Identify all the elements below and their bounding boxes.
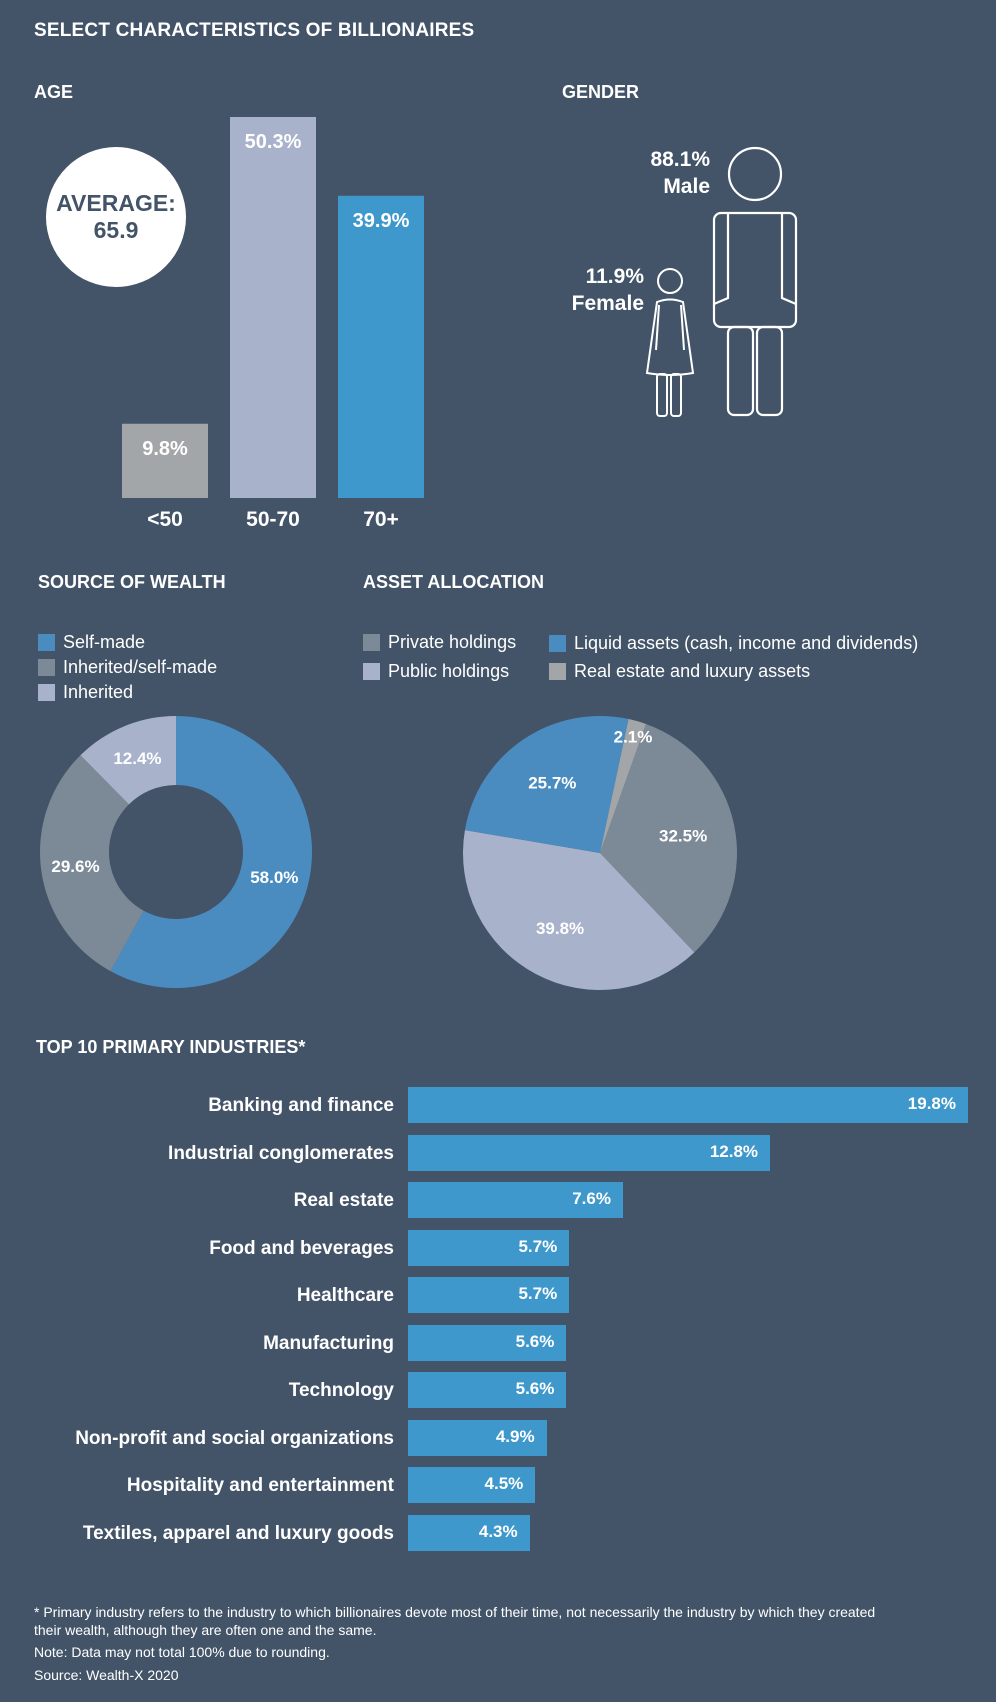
industry-bar-value: 4.3% [478,1521,518,1541]
wealth-slice-label: 29.6% [51,857,99,876]
legend-label: Private holdings [388,632,517,652]
legend-item-real-estate-luxury: Real estate and luxury assets [549,661,810,682]
industry-label: Real estate [293,1190,394,1211]
male-stat: 88.1% Male [600,146,710,200]
industry-label: Industrial conglomerates [168,1142,394,1164]
industry-bar-value: 19.8% [907,1094,956,1113]
woman-icon [645,268,695,417]
male-label: Male [663,175,710,198]
age-bar-1 [230,117,316,498]
age-bar-2 [338,195,424,499]
assets-slice-label: 32.5% [659,826,707,845]
legend-item-liquid-assets: Liquid assets (cash, income and dividend… [549,633,918,654]
assets-slice-label: 2.1% [614,728,653,747]
industry-bar: 5.6% [408,1372,567,1408]
industry-bar-value: 5.7% [518,1236,558,1256]
age-title: AGE [34,82,74,102]
industry-label: Hospitality and entertainment [126,1475,394,1496]
gender-title: GENDER [562,82,640,102]
wealth-title: SOURCE OF WEALTH [38,572,226,592]
industry-bar: 4.9% [408,1419,547,1456]
industry-bar-value: 4.9% [495,1426,535,1446]
industries-title: TOP 10 PRIMARY INDUSTRIES* [36,1037,306,1057]
industry-bar-value: 5.6% [515,1379,555,1398]
legend-swatch [363,634,380,651]
man-icon [712,146,798,417]
legend-swatch [38,684,55,701]
legend-item-inherited: Inherited [38,682,133,703]
industry-bar-value: 4.5% [484,1474,524,1493]
assets-slice-1 [463,830,695,990]
legend-swatch [549,663,566,680]
legend-label: Liquid assets (cash, income and dividend… [574,633,919,653]
legend-item-self-made: Self-made [38,632,145,653]
industry-bar-value: 7.6% [572,1189,611,1208]
legend-label: Inherited/self-made [63,657,218,677]
legend-item-public-holdings: Public holdings [363,661,509,682]
age-category-label: 50-70 [246,508,300,531]
wealth-slice-label: 12.4% [113,749,161,768]
industry-bar: 4.5% [408,1467,536,1503]
industry-bar: 5.6% [408,1324,567,1361]
legend-swatch [38,634,55,651]
female-percent: 11.9% [585,265,644,288]
average-badge: AVERAGE: 65.9 [46,147,186,287]
average-label: AVERAGE: [56,190,176,216]
industry-label: Manufacturing [263,1332,394,1354]
assets-slice-label: 25.7% [528,774,576,793]
female-stat: 11.9% Female [540,263,644,317]
legend-item-inherited-self-made: Inherited/self-made [38,657,217,678]
legend-label: Public holdings [388,661,510,681]
gender-figures [645,146,798,417]
legend-swatch [549,635,566,652]
assets-slice-0 [600,723,737,953]
footnote-primary-industry: * Primary industry refers to the industr… [34,1604,876,1638]
average-value: 65.9 [93,217,139,243]
industry-label: Food and beverages [209,1237,394,1259]
assets-slice-label: 39.8% [536,919,584,938]
male-percent: 88.1% [650,148,710,171]
industry-label: Banking and finance [208,1095,394,1116]
industry-bar-value: 5.6% [515,1331,555,1351]
industry-bar-value: 12.8% [709,1141,759,1161]
footnote-source: Source: Wealth-X 2020 [34,1667,179,1683]
assets-slice-2 [464,716,629,853]
legend-item-private-holdings: Private holdings [363,632,516,653]
industry-label: Non-profit and social organizations [75,1427,394,1449]
age-bar-value-label: 39.9% [353,210,410,232]
industry-bar: 12.8% [408,1134,771,1171]
footnote-rounding: Note: Data may not total 100% due to rou… [34,1644,330,1660]
industry-label: Textiles, apparel and luxury goods [82,1522,394,1544]
age-bar-value-label: 9.8% [142,438,188,460]
wealth-slice-0 [110,716,312,988]
legend-label: Self-made [63,632,146,652]
legend-swatch [38,659,55,676]
industry-label: Technology [288,1380,394,1401]
wealth-slice-label: 58.0% [250,868,298,887]
legend-swatch [363,663,380,680]
age-bar-0 [122,423,208,498]
age-category-label: <50 [147,508,183,531]
industry-bar: 19.8% [408,1087,968,1123]
industry-bar: 7.6% [408,1182,623,1218]
industry-bar: 5.7% [408,1277,570,1313]
assets-slice-3 [600,719,646,853]
wealth-slice-1 [39,755,144,972]
industry-bar: 4.3% [408,1514,530,1551]
assets-pie-chart: 32.5% 39.8% 25.7% 2.1% [463,716,737,990]
industry-bar-value: 5.7% [518,1284,558,1303]
legend-label: Real estate and luxury assets [574,661,811,681]
industry-bar: 5.7% [408,1229,570,1266]
wealth-donut-chart: 58.0% 29.6% 12.4% [39,716,312,988]
age-bar-chart: 9.8% <50 50.3% 50-70 39.9% 70+ [122,117,424,531]
age-category-label: 70+ [363,508,399,531]
page-title: SELECT CHARACTERISTICS OF BILLIONAIRES [34,20,475,41]
industry-label: Healthcare [296,1285,394,1306]
assets-title: ASSET ALLOCATION [363,572,544,592]
age-bar-value-label: 50.3% [245,131,302,153]
female-label: Female [571,292,644,315]
legend-label: Inherited [63,682,134,702]
wealth-slice-2 [80,716,176,805]
